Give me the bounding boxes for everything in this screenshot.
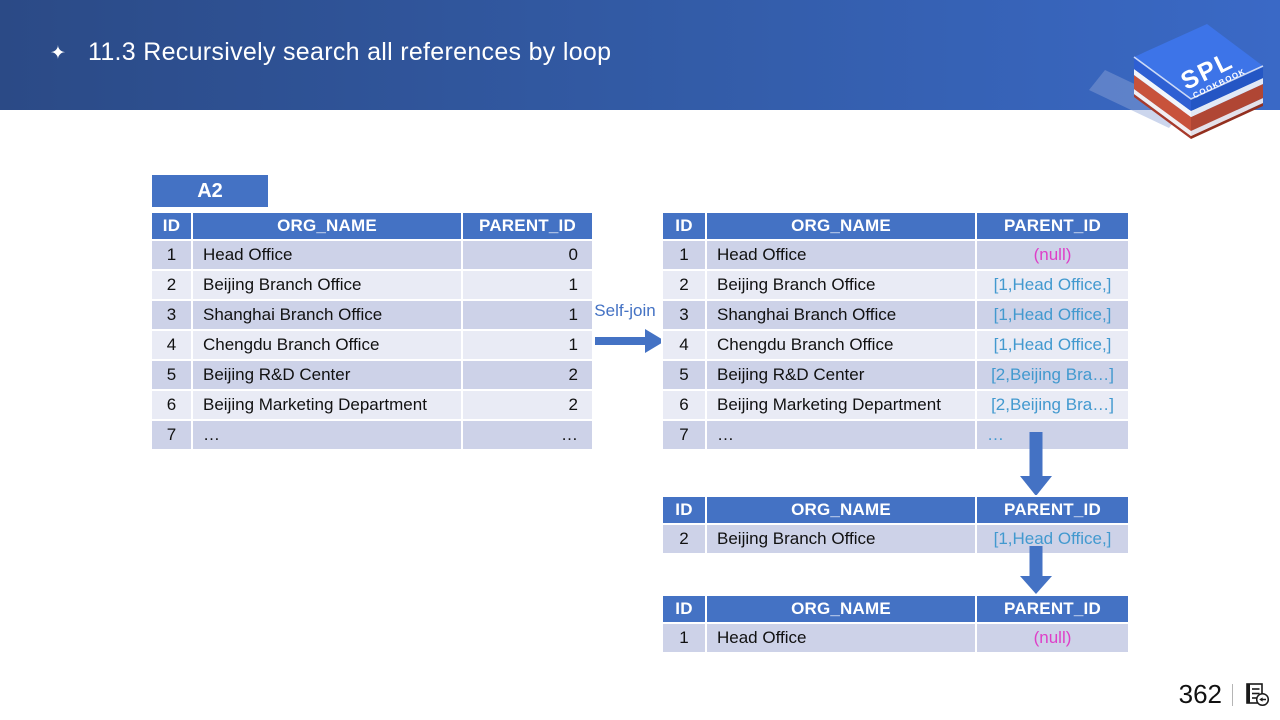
cell-parent-id: [2,Beijing Bra…]: [975, 389, 1130, 421]
down-arrow-icon: [1020, 432, 1052, 496]
cell-id: 1: [150, 239, 193, 271]
table-level1: ID ORG_NAME PARENT_ID 2 Beijing Branch O…: [661, 495, 1130, 555]
table-row: 2 Beijing Branch Office [1,Head Office,]: [661, 269, 1130, 301]
cell-id: 7: [150, 419, 193, 451]
table-row: 5 Beijing R&D Center 2: [150, 359, 594, 391]
cell-org-name: …: [191, 419, 463, 451]
cell-id: 5: [150, 359, 193, 391]
cell-org-name: Head Office: [191, 239, 463, 271]
table-level2: ID ORG_NAME PARENT_ID 1 Head Office (nul…: [661, 594, 1130, 654]
cell-parent-id: 2: [461, 389, 594, 421]
cell-id: 3: [661, 299, 707, 331]
table-row: 5 Beijing R&D Center [2,Beijing Bra…]: [661, 359, 1130, 391]
table-row: 7 … …: [150, 419, 594, 451]
cell-org-name: Shanghai Branch Office: [191, 299, 463, 331]
cell-id: 5: [661, 359, 707, 391]
table-label-a2: A2: [152, 175, 268, 207]
cell-parent-id: [1,Head Office,]: [975, 299, 1130, 331]
cell-id: 7: [661, 419, 707, 451]
cell-id: 4: [661, 329, 707, 361]
cell-org-name: Beijing Branch Office: [705, 523, 977, 555]
cell-org-name: Head Office: [705, 239, 977, 271]
cell-parent-id: 2: [461, 359, 594, 391]
footer-divider: [1232, 684, 1233, 706]
col-header-parent-id: PARENT_ID: [975, 495, 1130, 525]
cell-parent-id: [2,Beijing Bra…]: [975, 359, 1130, 391]
cell-org-name: Shanghai Branch Office: [705, 299, 977, 331]
table-row: 1 Head Office (null): [661, 622, 1130, 654]
col-header-org-name: ORG_NAME: [705, 211, 977, 241]
table-row: 1 Head Office (null): [661, 239, 1130, 271]
table-row: 7 … …: [661, 419, 1130, 451]
table-joined-result: ID ORG_NAME PARENT_ID 1 Head Office (nul…: [661, 211, 1130, 451]
table-row: 6 Beijing Marketing Department 2: [150, 389, 594, 421]
cell-id: 4: [150, 329, 193, 361]
sparkle-icon: ✦: [50, 43, 66, 64]
cell-parent-id: [1,Head Office,]: [975, 523, 1130, 555]
cell-parent-id: [1,Head Office,]: [975, 269, 1130, 301]
cell-parent-id: (null): [975, 239, 1130, 271]
cell-org-name: Beijing R&D Center: [705, 359, 977, 391]
col-header-id: ID: [150, 211, 193, 241]
col-header-org-name: ORG_NAME: [191, 211, 463, 241]
col-header-id: ID: [661, 211, 707, 241]
cell-id: 2: [150, 269, 193, 301]
cell-id: 2: [661, 523, 707, 555]
table-header-row: ID ORG_NAME PARENT_ID: [661, 495, 1130, 525]
cell-parent-id: 1: [461, 329, 594, 361]
table-header-row: ID ORG_NAME PARENT_ID: [150, 211, 594, 241]
cell-parent-id: 0: [461, 239, 594, 271]
document-back-icon[interactable]: [1243, 682, 1270, 713]
col-header-org-name: ORG_NAME: [705, 495, 977, 525]
cell-org-name: Head Office: [705, 622, 977, 654]
col-header-parent-id: PARENT_ID: [975, 594, 1130, 624]
cell-org-name: …: [705, 419, 977, 451]
cell-parent-id: [1,Head Office,]: [975, 329, 1130, 361]
col-header-id: ID: [661, 594, 707, 624]
table-row: 4 Chengdu Branch Office 1: [150, 329, 594, 361]
cell-id: 2: [661, 269, 707, 301]
table-row: 2 Beijing Branch Office 1: [150, 269, 594, 301]
table-row: 3 Shanghai Branch Office [1,Head Office,…: [661, 299, 1130, 331]
cell-id: 6: [661, 389, 707, 421]
cell-org-name: Beijing Marketing Department: [705, 389, 977, 421]
table-row: 1 Head Office 0: [150, 239, 594, 271]
col-header-parent-id: PARENT_ID: [975, 211, 1130, 241]
spl-cookbook-logo: SPL COOKBOOK: [1085, 4, 1270, 147]
col-header-org-name: ORG_NAME: [705, 594, 977, 624]
cell-parent-id: …: [461, 419, 594, 451]
cell-id: 6: [150, 389, 193, 421]
slide-header: ✦ 11.3 Recursively search all references…: [0, 0, 1280, 139]
col-header-parent-id: PARENT_ID: [461, 211, 594, 241]
cell-org-name: Beijing R&D Center: [191, 359, 463, 391]
table-header-row: ID ORG_NAME PARENT_ID: [661, 211, 1130, 241]
cell-parent-id: 1: [461, 299, 594, 331]
cell-id: 3: [150, 299, 193, 331]
slide-title: 11.3 Recursively search all references b…: [88, 38, 612, 66]
table-a2-source: ID ORG_NAME PARENT_ID 1 Head Office 0 2 …: [150, 211, 594, 451]
down-arrow-icon: [1020, 546, 1052, 594]
cell-parent-id: 1: [461, 269, 594, 301]
self-join-arrow-icon: [595, 329, 665, 353]
cell-org-name: Beijing Marketing Department: [191, 389, 463, 421]
cell-org-name: Chengdu Branch Office: [705, 329, 977, 361]
cell-org-name: Beijing Branch Office: [191, 269, 463, 301]
cell-parent-id: (null): [975, 622, 1130, 654]
cell-parent-id: …: [975, 419, 1130, 451]
table-row: 6 Beijing Marketing Department [2,Beijin…: [661, 389, 1130, 421]
table-header-row: ID ORG_NAME PARENT_ID: [661, 594, 1130, 624]
cell-org-name: Beijing Branch Office: [705, 269, 977, 301]
page-number: 362: [1178, 679, 1222, 709]
table-row: 2 Beijing Branch Office [1,Head Office,]: [661, 523, 1130, 555]
table-row: 4 Chengdu Branch Office [1,Head Office,]: [661, 329, 1130, 361]
cell-org-name: Chengdu Branch Office: [191, 329, 463, 361]
table-row: 3 Shanghai Branch Office 1: [150, 299, 594, 331]
cell-id: 1: [661, 239, 707, 271]
self-join-label: Self-join: [594, 301, 656, 320]
cell-id: 1: [661, 622, 707, 654]
col-header-id: ID: [661, 495, 707, 525]
